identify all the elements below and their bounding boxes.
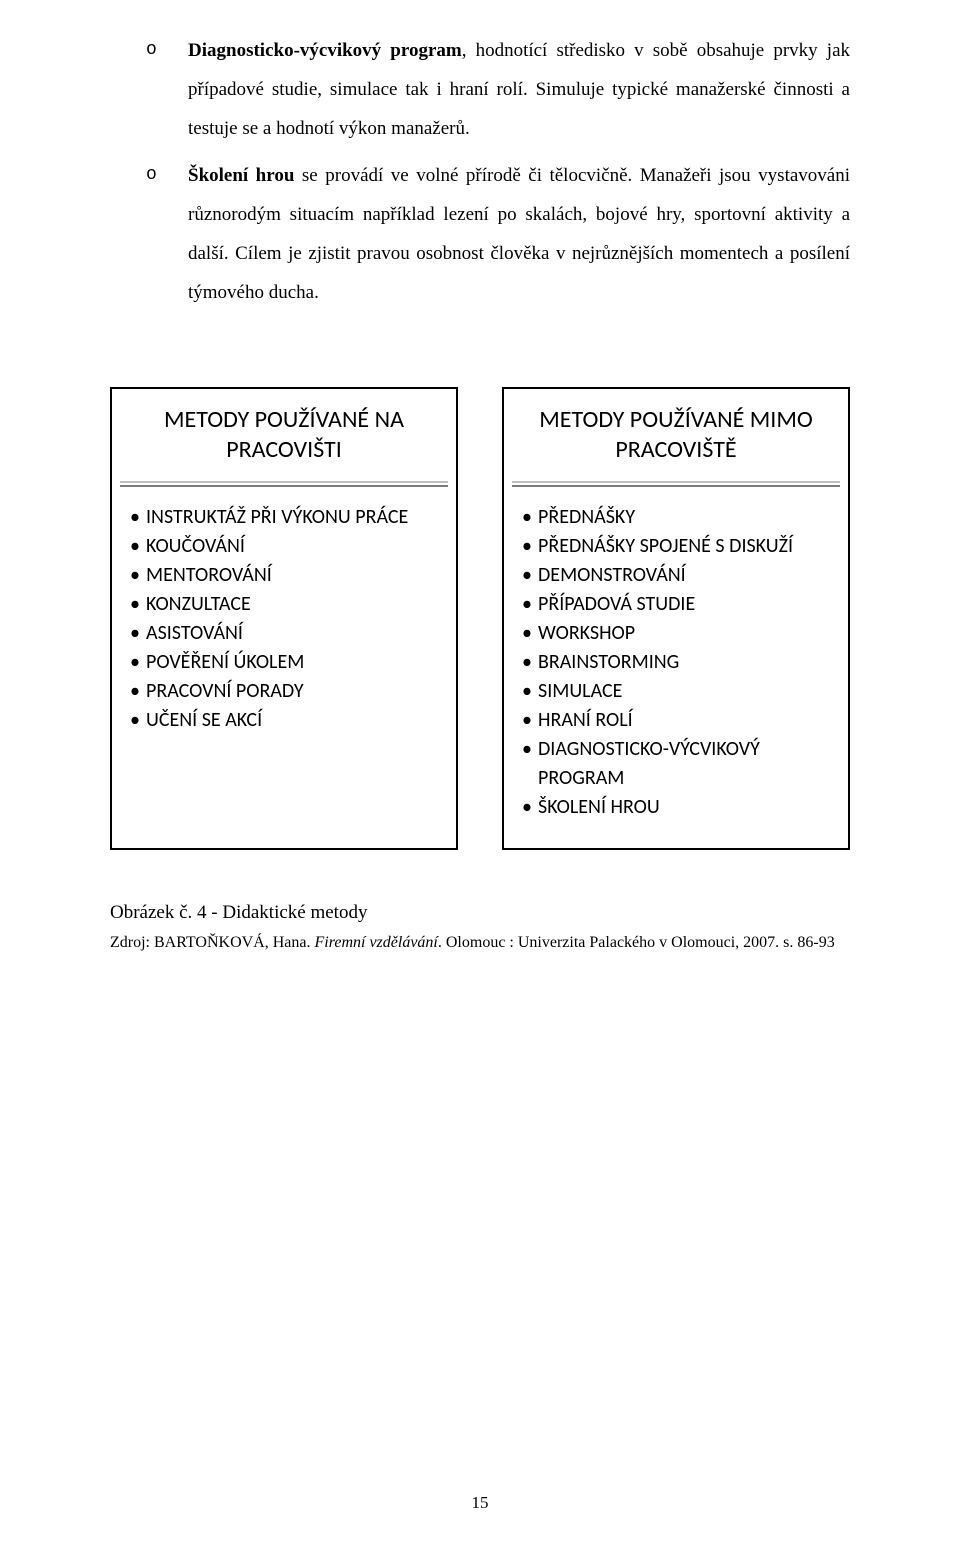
- panel-item-list: INSTRUKTÁŽ PŘI VÝKONU PRÁCE KOUČOVÁNÍ ME…: [126, 503, 442, 735]
- panel-item: PŘÍPADOVÁ STUDIE: [522, 590, 834, 619]
- panel-body: INSTRUKTÁŽ PŘI VÝKONU PRÁCE KOUČOVÁNÍ ME…: [112, 487, 456, 761]
- panel-item: KONZULTACE: [130, 590, 442, 619]
- source-italic: Firemní vzdělávání: [315, 934, 438, 951]
- methods-panels-row: METODY POUŽÍVANÉ NA PRACOVIŠTI INSTRUKTÁ…: [110, 387, 850, 850]
- panel-on-workplace: METODY POUŽÍVANÉ NA PRACOVIŠTI INSTRUKTÁ…: [110, 387, 458, 850]
- panel-item: BRAINSTORMING: [522, 648, 834, 677]
- panel-title: METODY POUŽÍVANÉ MIMO PRACOVIŠTĚ: [504, 389, 848, 481]
- panel-item: ASISTOVÁNÍ: [130, 619, 442, 648]
- source-prefix: Zdroj: BARTOŇKOVÁ, Hana.: [110, 934, 315, 951]
- panel-item-list: PŘEDNÁŠKY PŘEDNÁŠKY SPOJENÉ S DISKUŽÍ DE…: [518, 503, 834, 822]
- panel-item: DIAGNOSTICKO-VÝCVIKOVÝ PROGRAM: [522, 735, 834, 793]
- source-citation: Zdroj: BARTOŇKOVÁ, Hana. Firemní vzděláv…: [110, 934, 850, 952]
- panel-item: INSTRUKTÁŽ PŘI VÝKONU PRÁCE: [130, 503, 442, 532]
- list-item: Školení hrou se provádí ve volné přírodě…: [188, 157, 850, 313]
- figure-caption: Obrázek č. 4 - Didaktické metody: [110, 902, 850, 924]
- panel-item: KOUČOVÁNÍ: [130, 532, 442, 561]
- document-page: Diagnosticko-výcvikový program, hodnotíc…: [0, 0, 960, 1541]
- panel-title: METODY POUŽÍVANÉ NA PRACOVIŠTI: [112, 389, 456, 481]
- panel-item: ŠKOLENÍ HROU: [522, 793, 834, 822]
- intro-bullet-list: Diagnosticko-výcvikový program, hodnotíc…: [110, 32, 850, 313]
- panel-item: HRANÍ ROLÍ: [522, 706, 834, 735]
- panel-item: DEMONSTROVÁNÍ: [522, 561, 834, 590]
- panel-off-workplace: METODY POUŽÍVANÉ MIMO PRACOVIŠTĚ PŘEDNÁŠ…: [502, 387, 850, 850]
- term-text: Diagnosticko-výcvikový program: [188, 40, 462, 61]
- term-text: Školení hrou: [188, 165, 294, 186]
- list-item: Diagnosticko-výcvikový program, hodnotíc…: [188, 32, 850, 149]
- panel-item: PŘEDNÁŠKY SPOJENÉ S DISKUŽÍ: [522, 532, 834, 561]
- source-suffix: . Olomouc : Univerzita Palackého v Olomo…: [438, 934, 835, 951]
- panel-item: POVĚŘENÍ ÚKOLEM: [130, 648, 442, 677]
- page-number: 15: [0, 1493, 960, 1513]
- panel-item: PRACOVNÍ PORADY: [130, 677, 442, 706]
- panel-item: WORKSHOP: [522, 619, 834, 648]
- panel-item: SIMULACE: [522, 677, 834, 706]
- panel-body: PŘEDNÁŠKY PŘEDNÁŠKY SPOJENÉ S DISKUŽÍ DE…: [504, 487, 848, 848]
- panel-item: PŘEDNÁŠKY: [522, 503, 834, 532]
- panel-item: MENTOROVÁNÍ: [130, 561, 442, 590]
- panel-item: UČENÍ SE AKCÍ: [130, 706, 442, 735]
